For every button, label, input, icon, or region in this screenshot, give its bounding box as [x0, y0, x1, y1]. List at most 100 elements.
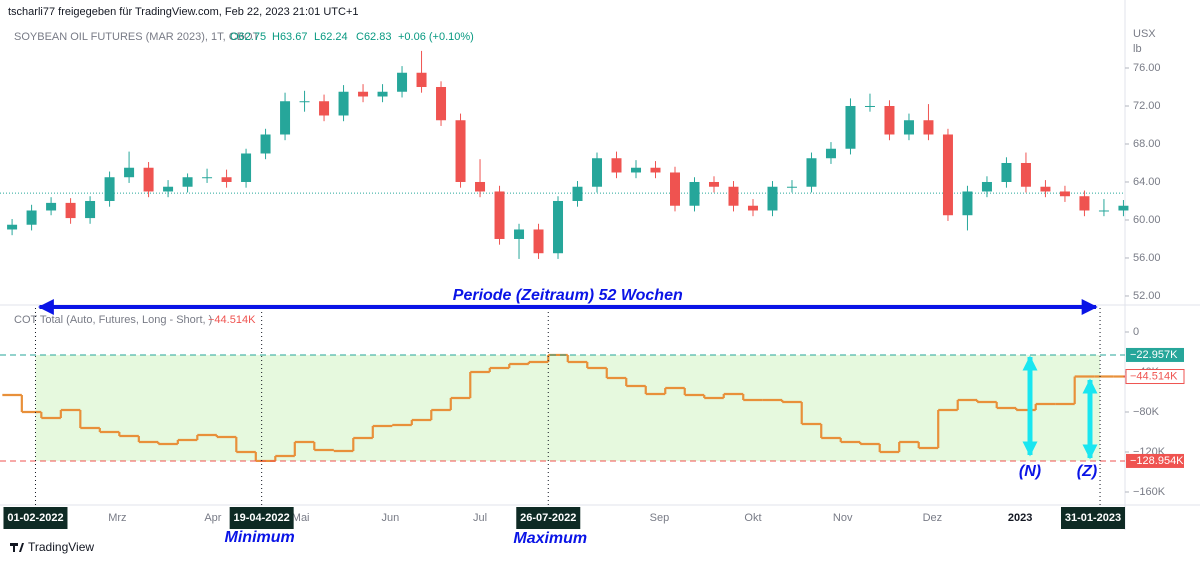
date-marker-label: 19-04-2022 — [234, 512, 290, 524]
candle-body — [747, 205, 758, 211]
level-badge — [1126, 453, 1184, 468]
cot-title: COT Total (Auto, Futures, Long - Short, … — [14, 314, 212, 326]
price-unit: USX — [1133, 28, 1156, 40]
maximum-label: Maximum — [513, 530, 587, 547]
candle-body — [864, 105, 875, 107]
date-marker-box — [229, 507, 294, 529]
last-value-badge-label: −44.514K — [1130, 370, 1178, 382]
minimum-label: Minimum — [225, 529, 295, 546]
candle-body — [358, 91, 369, 97]
candle-body — [475, 181, 486, 192]
brand: TradingView — [28, 540, 94, 554]
candle-body — [1020, 162, 1031, 187]
candle-body — [728, 186, 739, 206]
candle-body — [825, 148, 836, 159]
y-tick-label: 64.00 — [1133, 176, 1161, 188]
cot-last-value: −44.514K — [208, 314, 256, 326]
x-tick-label: Sep — [650, 512, 670, 524]
candle-body — [533, 229, 544, 254]
range-band — [35, 354, 1101, 461]
price-unit: lb — [1133, 43, 1142, 55]
candle-body — [202, 177, 213, 179]
candle-body — [708, 181, 719, 187]
candle-body — [143, 167, 154, 192]
candle-body — [611, 158, 622, 173]
y-tick-label: 60.00 — [1133, 214, 1161, 226]
ohlc-label: H63.67 — [272, 31, 307, 43]
candle-body — [46, 202, 57, 211]
x-tick-label: Nov — [833, 512, 853, 524]
date-marker-box — [3, 507, 68, 529]
date-marker-box — [1061, 507, 1125, 529]
x-tick-label: Apr — [204, 512, 221, 524]
candle-body — [553, 200, 564, 254]
y-tick-label: 72.00 — [1133, 100, 1161, 112]
candle-body — [494, 191, 505, 239]
period-label: Periode (Zeitraum) 52 Wochen — [453, 287, 683, 304]
plot: SOYBEAN OIL FUTURES (MAR 2023), 1T, CBOT… — [0, 28, 1185, 547]
candle-body — [631, 167, 642, 173]
z-label: (Z) — [1077, 463, 1097, 480]
candle-body — [767, 186, 778, 211]
candle-body — [65, 202, 76, 219]
x-tick-label: Jul — [473, 512, 487, 524]
date-marker-label: 31-01-2023 — [1065, 512, 1121, 524]
candle-body — [572, 186, 583, 201]
x-tick-label: Jun — [381, 512, 399, 524]
x-tick-label: Mrz — [108, 512, 126, 524]
candle-body — [377, 91, 388, 97]
candle-body — [416, 72, 427, 87]
y-tick-label: 76.00 — [1133, 62, 1161, 74]
symbol-title: SOYBEAN OIL FUTURES (MAR 2023), 1T, CBOT — [14, 31, 260, 43]
y-tick-label: 68.00 — [1133, 138, 1161, 150]
x-tick-label: 2023 — [1008, 512, 1032, 524]
candle-body — [338, 91, 349, 116]
candle-body — [923, 120, 934, 135]
ohlc-label: C62.83 — [356, 31, 391, 43]
x-tick-label: Dez — [923, 512, 943, 524]
candle-body — [7, 224, 18, 230]
x-tick-label: Mai — [292, 512, 310, 524]
candle-body — [806, 158, 817, 187]
date-marker-label: 26-07-2022 — [520, 512, 576, 524]
candle-body — [163, 186, 174, 192]
brand-logo — [10, 543, 24, 552]
candle-body — [845, 105, 856, 149]
candle-body — [1079, 196, 1090, 211]
candle-body — [280, 101, 291, 135]
y-tick-label: −80K — [1133, 406, 1160, 418]
y-tick-label: 0 — [1133, 326, 1139, 338]
level-badge — [1126, 347, 1184, 362]
candle-body — [397, 72, 408, 92]
level-badge-label: −128.954K — [1130, 455, 1184, 467]
candle-body — [1059, 191, 1070, 197]
candle-body — [592, 158, 603, 187]
candle-body — [319, 101, 330, 116]
author-line: tscharli77 freigegeben für TradingView.c… — [8, 6, 358, 18]
y-tick-label: 52.00 — [1133, 290, 1161, 302]
candle-body — [1040, 186, 1051, 192]
ohlc-label: O62.75 — [230, 31, 266, 43]
candle-body — [981, 181, 992, 192]
level-badge-label: −22.957K — [1130, 349, 1178, 361]
candle-body — [436, 86, 447, 121]
last-value-badge — [1125, 369, 1185, 385]
candle-body — [786, 186, 797, 188]
candle-body — [104, 177, 115, 201]
candle-body — [124, 167, 135, 178]
candle-body — [1001, 162, 1012, 182]
candle-body — [241, 153, 252, 182]
candle-body — [85, 200, 96, 219]
candle-body — [650, 167, 661, 173]
date-marker-label: 01-02-2022 — [7, 512, 63, 524]
candle-body — [299, 101, 310, 103]
candle-body — [514, 229, 525, 239]
candle-body — [260, 134, 271, 154]
candle-body — [903, 120, 914, 135]
y-tick-label: 56.00 — [1133, 252, 1161, 264]
y-tick-label: −160K — [1133, 486, 1166, 498]
candle-body — [689, 181, 700, 206]
candle-body — [884, 105, 895, 135]
candle-body — [1098, 210, 1109, 212]
